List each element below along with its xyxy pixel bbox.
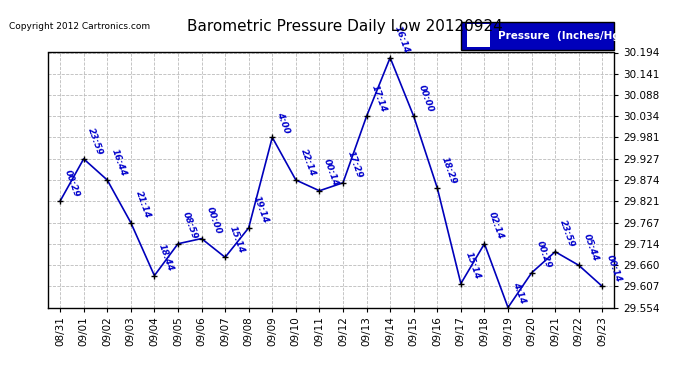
Text: 21:14: 21:14 — [134, 190, 152, 220]
Text: 00:29: 00:29 — [63, 168, 81, 198]
Text: 18:44: 18:44 — [157, 243, 175, 273]
Text: 00:29: 00:29 — [534, 240, 553, 270]
Text: 00:14: 00:14 — [322, 158, 340, 188]
Text: 4:00: 4:00 — [275, 111, 291, 135]
Text: 17:29: 17:29 — [346, 150, 364, 180]
Text: 17:14: 17:14 — [369, 84, 388, 114]
Text: 00:00: 00:00 — [204, 206, 223, 236]
Text: 02:14: 02:14 — [487, 211, 506, 241]
Text: 18:29: 18:29 — [440, 155, 458, 185]
Text: Pressure  (Inches/Hg): Pressure (Inches/Hg) — [498, 31, 624, 41]
Text: 16:44: 16:44 — [110, 147, 128, 177]
Text: 16:14: 16:14 — [393, 25, 411, 55]
FancyBboxPatch shape — [462, 22, 614, 50]
Text: 15:14: 15:14 — [228, 225, 246, 255]
Text: 23:59: 23:59 — [86, 126, 105, 156]
Text: 19:14: 19:14 — [251, 195, 270, 225]
Text: 22:14: 22:14 — [299, 147, 317, 177]
Text: 15:14: 15:14 — [464, 251, 482, 281]
FancyBboxPatch shape — [467, 24, 490, 47]
Text: 00:14: 00:14 — [605, 254, 623, 284]
Text: 23:59: 23:59 — [558, 219, 576, 249]
Text: Copyright 2012 Cartronics.com: Copyright 2012 Cartronics.com — [9, 22, 150, 31]
Text: 4:14: 4:14 — [511, 280, 527, 305]
Text: 08:59: 08:59 — [181, 211, 199, 241]
Text: 00:00: 00:00 — [417, 84, 435, 114]
Text: Barometric Pressure Daily Low 20120924: Barometric Pressure Daily Low 20120924 — [187, 19, 503, 34]
Text: 05:44: 05:44 — [582, 232, 600, 262]
